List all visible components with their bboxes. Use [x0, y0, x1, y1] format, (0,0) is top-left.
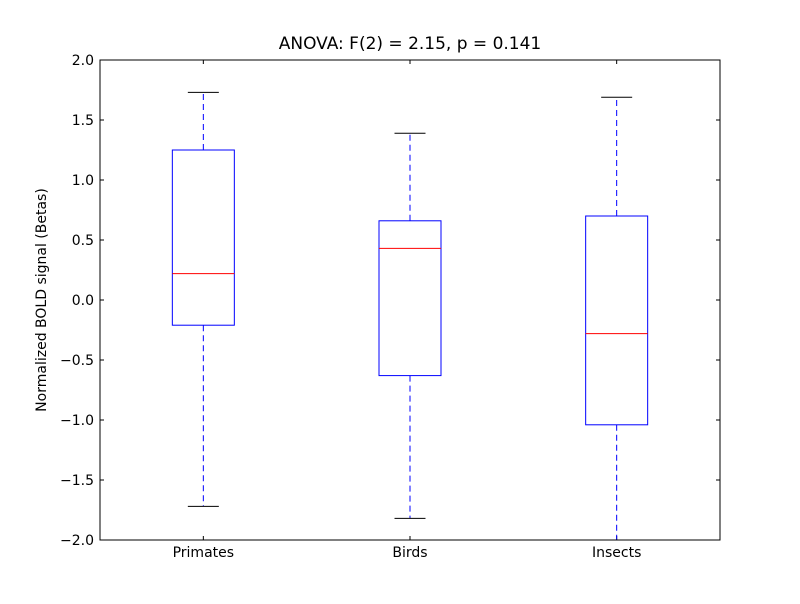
- iqr-box: [585, 215, 649, 426]
- chart-title: ANOVA: F(2) = 2.15, p = 0.141: [279, 34, 542, 54]
- y-tick-label: −2.0: [60, 533, 94, 549]
- y-tick-label: 2.0: [72, 53, 94, 69]
- x-tick-label: Birds: [392, 545, 427, 561]
- x-tick-label: Insects: [592, 545, 641, 561]
- box-birds: [378, 132, 442, 519]
- y-tick-label: 0.0: [72, 293, 94, 309]
- y-axis-label: Normalized BOLD signal (Betas): [34, 188, 50, 412]
- y-tick-label: 0.5: [72, 233, 94, 249]
- box-primates: [171, 91, 235, 507]
- iqr-box: [378, 220, 442, 377]
- y-tick-label: 1.0: [72, 173, 94, 189]
- y-tick-label: −0.5: [60, 353, 94, 369]
- y-tick-label: −1.0: [60, 413, 94, 429]
- y-tick-label: 1.5: [72, 113, 94, 129]
- box-insects: [585, 96, 649, 540]
- y-tick-label: −1.5: [60, 473, 94, 489]
- x-tick-label: Primates: [173, 545, 234, 561]
- iqr-box: [171, 149, 235, 326]
- plot-frame: [99, 59, 721, 541]
